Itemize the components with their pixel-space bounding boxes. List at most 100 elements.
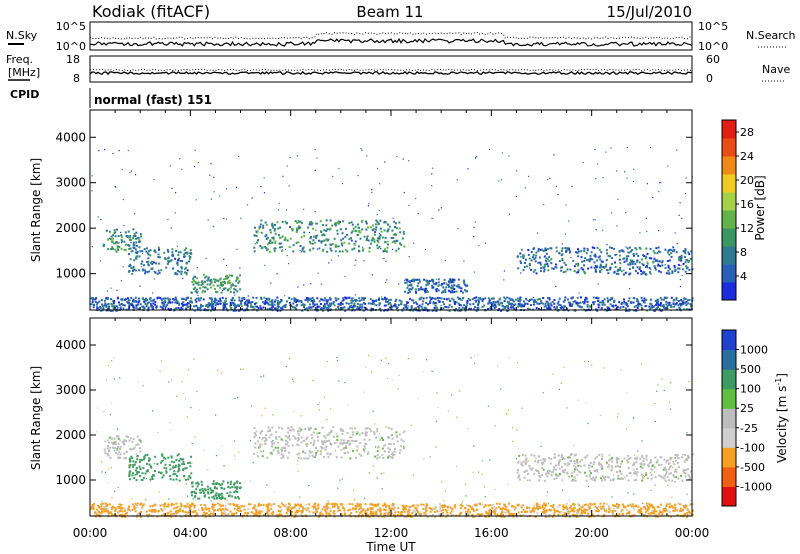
power-echo-scatter [210,198,212,200]
power-echo-6 [449,300,452,303]
power-echo-6 [347,302,350,305]
velocity-echo-3 [254,446,257,449]
power-echo-6 [271,299,274,302]
velocity-echo-0 [107,454,110,457]
velocity-echo-1 [143,456,146,459]
velocity-echo-5 [388,505,391,507]
power-echo-6 [207,306,210,309]
power-echo-6 [110,302,113,305]
power-echo-6 [567,301,570,304]
power-echo-1 [145,250,148,253]
power-echo-1 [129,263,132,266]
velocity-echo-0 [117,437,120,440]
velocity-echo-0 [106,447,109,450]
velocity-echo-4 [541,474,543,477]
power-echo-6 [234,306,237,309]
velocity-echo-5 [655,514,658,517]
power-echo-scatter [357,175,359,177]
power-echo-6 [664,297,667,300]
power-echo-1 [148,270,151,273]
power-echo-1 [164,257,166,260]
velocity-echo-5 [339,509,341,512]
power-echo-6 [498,298,501,301]
power-echo-6 [323,307,325,310]
power-echo-3 [346,233,348,236]
velocity-echo-3 [376,430,379,433]
velocity-echo-4 [668,468,670,471]
power-echo-5 [628,251,631,254]
velocity-echo-5 [516,515,518,518]
power-echo-6 [167,301,170,304]
velocity-echo-4 [686,454,689,457]
velocity-echo-5 [502,513,504,516]
power-echo-6 [255,296,258,299]
power-echo-6 [518,298,521,301]
power-echo-6 [611,304,614,307]
velocity-echo-5 [444,508,447,511]
velocity-echo-4 [669,465,672,468]
power-echo-4 [465,285,468,288]
power-echo-6 [319,303,322,305]
velocity-echo-4 [651,469,654,472]
velocity-echo-5 [290,507,292,510]
power-echo-6 [556,306,558,309]
velocity-echo-4 [641,454,644,457]
power-echo-6 [540,300,543,303]
power-echo-5 [594,253,597,256]
power-echo-3 [324,243,327,246]
power-echo-4 [409,288,411,290]
velocity-echo-3 [394,447,397,450]
power-echo-5 [581,260,584,263]
velocity-echo-5 [172,503,175,506]
velocity-echo-5 [570,508,573,510]
velocity-echo-2 [213,497,216,500]
power-echo-5 [643,255,646,257]
power-echo-3 [256,230,259,233]
power-echo-scatter [344,275,346,278]
power-echo-5 [535,251,538,254]
power-echo-5 [573,265,576,268]
velocity-echo-5 [167,514,170,517]
power-echo-5 [627,255,630,258]
power-echo-5 [654,268,657,271]
velocity-echo-0 [117,457,120,460]
power-echo-4 [417,282,420,285]
power-echo-5 [593,247,596,250]
velocity-echo-1 [176,474,178,477]
power-echo-scatter [432,288,434,290]
power-echo-3 [394,233,397,235]
power-echo-5 [682,250,685,253]
power-echo-6 [603,303,606,306]
velocity-echo-4 [524,463,527,466]
power-echo-3 [341,250,344,253]
power-echo-5 [682,263,685,265]
velocity-echo-2 [226,492,229,495]
power-echo-6 [210,303,213,306]
power-echo-scatter [616,253,618,256]
velocity-echo-5 [176,505,179,508]
velocity-echo-4 [557,464,560,467]
power-echo-6 [279,309,282,312]
velocity-echo-5 [134,510,137,513]
power-echo-scatter [435,278,437,280]
velocity-echo-4 [677,454,680,456]
power-echo-5 [596,259,599,262]
velocity-echo-0 [114,447,117,449]
power-echo-5 [661,264,664,267]
power-echo-6 [325,299,328,302]
power-echo-6 [167,307,170,310]
power-echo-6 [303,306,305,309]
velocity-echo-5 [161,509,164,512]
power-echo-2 [204,286,207,289]
power-echo-5 [617,268,620,271]
power-echo-3 [269,231,272,234]
power-echo-6 [636,307,639,309]
velocity-echo-0 [115,435,118,438]
power-echo-6 [668,301,671,304]
velocity-echo-0 [104,440,107,443]
velocity-echo-3 [335,456,338,459]
velocity-echo-4 [548,469,551,472]
power-echo-5 [611,257,613,259]
power-echo-6 [152,306,154,309]
power-echo-6 [134,296,137,299]
